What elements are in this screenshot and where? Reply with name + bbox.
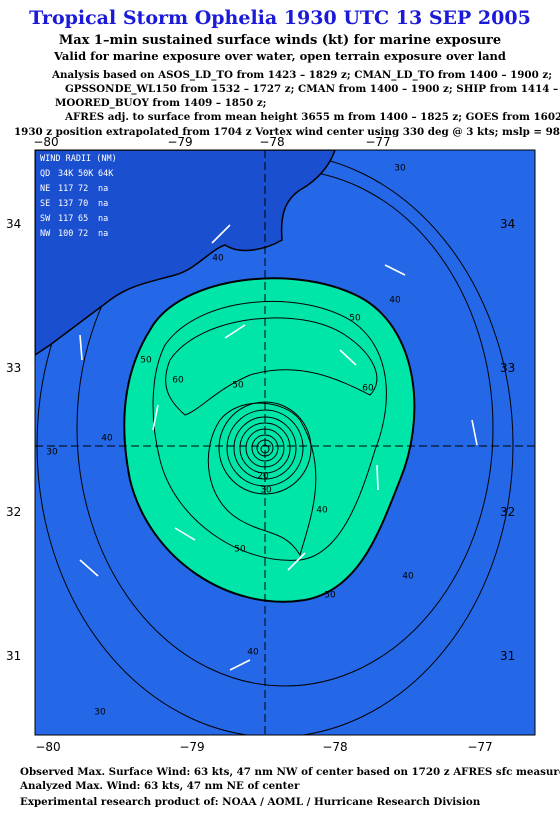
contour-label: 40 bbox=[212, 254, 224, 264]
wind-radii-cell: NE bbox=[40, 184, 50, 194]
wind-radii-cell: 137 bbox=[58, 199, 73, 209]
footer-line: Experimental research product of: NOAA /… bbox=[20, 796, 481, 808]
contour-label: 50 bbox=[324, 591, 336, 601]
contour-label: 30 bbox=[394, 164, 406, 174]
top-tick-label: −79 bbox=[167, 135, 192, 149]
contour-label: 40 bbox=[402, 572, 414, 582]
wind-radii-cell: na bbox=[98, 199, 108, 209]
wind-field: 30 40 40 50 60 60 50 50 40 30 20 30 40 5… bbox=[35, 150, 535, 735]
wind-radii-cell: na bbox=[98, 214, 108, 224]
contour-label: 50 bbox=[349, 314, 361, 324]
subtitle: Valid for marine exposure over water, op… bbox=[53, 49, 506, 63]
contour-label: 40 bbox=[316, 506, 328, 516]
top-tick-label: −80 bbox=[33, 135, 58, 149]
bottom-tick-label: −79 bbox=[179, 740, 204, 754]
contour-label: 30 bbox=[46, 448, 58, 458]
map-frame bbox=[34, 149, 536, 736]
contour-label: 40 bbox=[389, 296, 401, 306]
contour-label: 60 bbox=[172, 376, 184, 386]
left-tick-label: 34 bbox=[6, 217, 21, 231]
analysis-line: 1930 z position extrapolated from 1704 z… bbox=[14, 126, 560, 138]
right-tick-label: 33 bbox=[500, 361, 515, 375]
bottom-tick-label: −78 bbox=[322, 740, 347, 754]
wind-radii-cell: 65 bbox=[78, 214, 88, 224]
right-tick-label: 34 bbox=[500, 217, 515, 231]
footer-line: Analyzed Max. Wind: 63 kts, 47 nm NE of … bbox=[19, 780, 300, 792]
wind-radii-cell: na bbox=[98, 229, 108, 239]
left-tick-label: 33 bbox=[6, 361, 21, 375]
bottom-tick-label: −80 bbox=[35, 740, 60, 754]
contour-label: 40 bbox=[101, 434, 113, 444]
left-tick-label: 31 bbox=[6, 649, 21, 663]
wind-radii-cell: 34K bbox=[58, 169, 74, 179]
top-tick-label: −78 bbox=[259, 135, 284, 149]
left-tick-label: 32 bbox=[6, 505, 21, 519]
wind-radii-cell: 70 bbox=[78, 199, 88, 209]
contour-label: 20 bbox=[257, 472, 269, 482]
subtitle: Max 1–min sustained surface winds (kt) f… bbox=[59, 33, 501, 48]
wind-radii-cell: na bbox=[98, 184, 108, 194]
footer-line: Observed Max. Surface Wind: 63 kts, 47 n… bbox=[20, 766, 560, 778]
wind-radii-cell: QD bbox=[40, 169, 50, 179]
wind-radii-cell: NW bbox=[40, 229, 51, 239]
contour-label: 40 bbox=[247, 648, 259, 658]
title: Tropical Storm Ophelia 1930 UTC 13 SEP 2… bbox=[29, 7, 531, 29]
wind-radii-cell: SE bbox=[40, 199, 50, 209]
top-tick-label: −77 bbox=[365, 135, 390, 149]
contour-label: 30 bbox=[94, 708, 106, 718]
wind-radii-title: WIND RADII (NM) bbox=[40, 154, 117, 164]
analysis-line: AFRES adj. to surface from mean height 3… bbox=[64, 111, 560, 123]
right-tick-label: 32 bbox=[500, 505, 515, 519]
wind-arrows bbox=[79, 224, 478, 671]
wind-radii-table: QD 34K 50K 64K NE 117 72 na SE 137 70 na SW 117 65 na NW… bbox=[40, 169, 114, 239]
contour-label: 60 bbox=[362, 384, 374, 394]
contour-label: 50 bbox=[140, 356, 152, 366]
wind-radii-cell: 117 bbox=[58, 184, 73, 194]
wind-radii-cell: 72 bbox=[78, 229, 88, 239]
analysis-line: MOORED_BUOY from 1409 – 1850 z; bbox=[55, 97, 266, 110]
wind-radii-cell: 50K bbox=[78, 169, 94, 179]
analysis-line: GPSSONDE_WL150 from 1532 – 1727 z; CMAN … bbox=[65, 83, 560, 96]
contour-label: 30 bbox=[260, 486, 272, 496]
wind-radii-cell: SW bbox=[40, 214, 51, 224]
wind-radii-cell: 72 bbox=[78, 184, 88, 194]
bottom-tick-label: −77 bbox=[467, 740, 492, 754]
wind-radii-cell: 64K bbox=[98, 169, 114, 179]
contour-label: 50 bbox=[232, 381, 244, 391]
wind-radii-cell: 100 bbox=[58, 229, 73, 239]
right-tick-label: 31 bbox=[500, 649, 515, 663]
analysis-line: Analysis based on ASOS_LD_TO from 1423 –… bbox=[51, 69, 552, 82]
wind-radii-cell: 117 bbox=[58, 214, 73, 224]
contour-label: 50 bbox=[234, 545, 246, 555]
